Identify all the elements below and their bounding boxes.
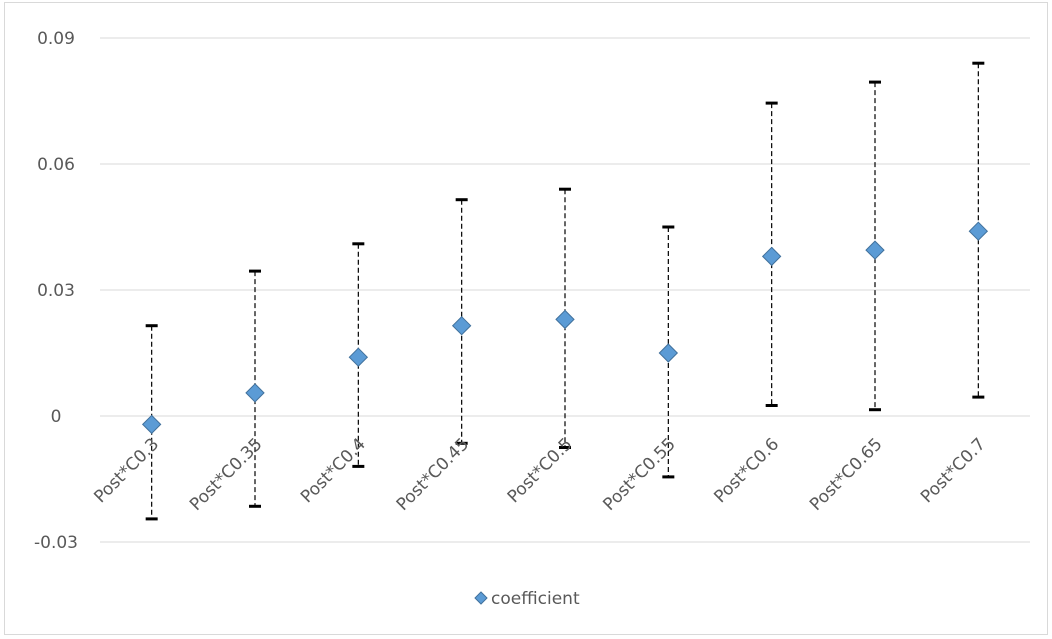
x-tick-label: Post*C0.65 xyxy=(806,434,886,514)
y-tick-label: 0.06 xyxy=(37,155,75,175)
legend-label: coefficient xyxy=(491,589,580,609)
data-point-marker[interactable] xyxy=(451,315,472,336)
data-point-marker[interactable] xyxy=(348,347,369,367)
y-tick-label: 0.09 xyxy=(37,29,75,49)
data-point-marker[interactable] xyxy=(761,246,782,267)
y-tick-label: 0 xyxy=(51,407,62,427)
x-tick-label: Post*C0.4 xyxy=(297,434,370,507)
data-point-marker[interactable] xyxy=(555,309,575,330)
x-tick-label: Post*C0.45 xyxy=(393,434,473,514)
data-point-marker[interactable] xyxy=(141,414,162,435)
data-point-marker[interactable] xyxy=(968,221,989,241)
y-axis-tick-labels: -0.03 0 0.03 0.06 0.09 xyxy=(34,29,78,553)
x-tick-label: Post*C0.7 xyxy=(917,434,990,507)
x-tick-label: Post*C0.5 xyxy=(504,434,577,507)
data-point-marker[interactable] xyxy=(245,383,265,403)
x-tick-label: Post*C0.6 xyxy=(710,434,783,507)
data-point-marker[interactable] xyxy=(658,343,679,363)
y-tick-label: -0.03 xyxy=(34,533,78,553)
y-tick-label: 0.03 xyxy=(37,281,75,301)
legend-diamond-marker xyxy=(474,591,488,605)
legend[interactable]: coefficient xyxy=(474,589,580,609)
x-axis-tick-labels: Post*C0.3 Post*C0.35 Post*C0.4 Post*C0.45 Po… xyxy=(90,434,989,514)
x-tick-label: Post*C0.55 xyxy=(599,434,679,514)
chart-frame xyxy=(4,2,1048,635)
x-tick-label: Post*C0.3 xyxy=(90,434,163,507)
markers xyxy=(141,221,989,435)
data-point-marker[interactable] xyxy=(865,240,885,260)
